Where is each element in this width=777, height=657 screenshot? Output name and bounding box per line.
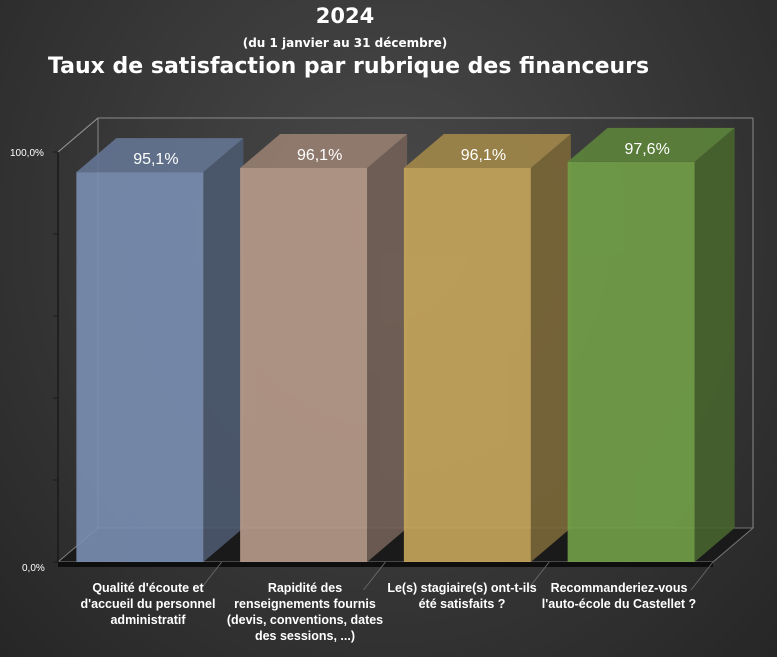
y-tick-label-max: 100,0% <box>10 148 44 159</box>
chart-year: 2024 <box>315 4 375 28</box>
category-divider-4 <box>690 561 714 591</box>
data-label-1: 95,1% <box>133 151 178 168</box>
bar-top-3 <box>403 133 571 168</box>
category-divider-1 <box>199 561 223 591</box>
category-label-2: Rapidité des renseignements fournis (dev… <box>226 581 384 643</box>
bar-2 <box>240 133 408 563</box>
category-divider-2 <box>363 561 386 591</box>
gridline-front-top <box>57 117 99 153</box>
bar-top-2 <box>240 133 408 168</box>
bar-1 <box>76 138 244 562</box>
bar-side-3 <box>530 133 571 563</box>
y-tick-label-min: 0,0% <box>22 563 45 574</box>
bar-side-4 <box>694 127 735 562</box>
bar-4 <box>567 127 735 562</box>
data-label-2: 96,1% <box>297 147 342 164</box>
data-label-3: 96,1% <box>461 147 506 164</box>
bar-front-1 <box>76 172 204 562</box>
bar-3 <box>403 133 571 563</box>
bar-side-1 <box>203 138 244 562</box>
chart-floor-edge <box>58 562 713 567</box>
bar-top-1 <box>76 138 244 173</box>
bar-top-4 <box>567 127 735 162</box>
chart-title: Taux de satisfaction par rubrique des fi… <box>48 54 650 79</box>
chart-period: (du 1 janvier au 31 décembre) <box>242 36 448 50</box>
category-label-1: Qualité d'écoute et d'accueil du personn… <box>80 581 216 627</box>
bar-front-2 <box>240 167 368 563</box>
bar-front-4 <box>567 161 695 562</box>
data-label-4: 97,6% <box>624 141 669 158</box>
category-label-3: Le(s) stagiaire(s) ont-t-ils été satisfa… <box>387 581 537 611</box>
bar-front-3 <box>403 167 531 563</box>
bar-side-2 <box>367 133 408 563</box>
category-divider-3 <box>526 561 550 591</box>
category-label-4: Recommanderiez-vous l'auto-école du Cast… <box>541 581 697 611</box>
